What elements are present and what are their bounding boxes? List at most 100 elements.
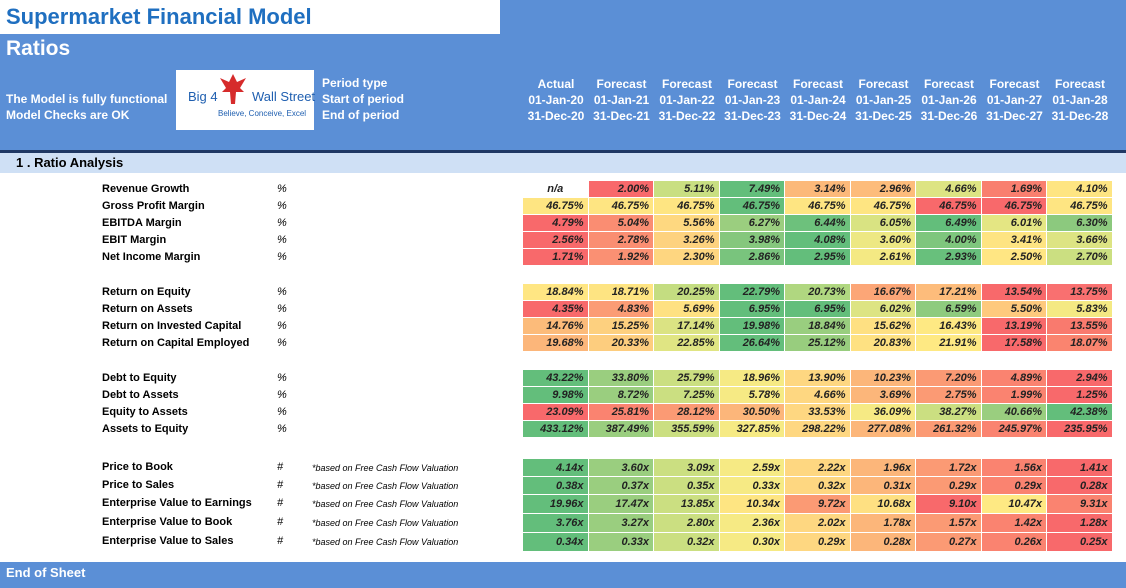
table-cell[interactable]: 245.97% xyxy=(981,421,1047,438)
table-cell[interactable]: 17.21% xyxy=(916,284,982,301)
table-cell[interactable]: 4.35% xyxy=(523,301,589,318)
table-cell[interactable]: 2.93% xyxy=(916,249,982,266)
table-cell[interactable]: 15.25% xyxy=(588,318,654,335)
table-cell[interactable]: 9.10x xyxy=(916,495,982,514)
table-cell[interactable]: 0.33x xyxy=(588,533,654,552)
table-cell[interactable]: 22.79% xyxy=(719,284,785,301)
table-cell[interactable]: 2.56% xyxy=(523,232,589,249)
table-cell[interactable]: 2.36x xyxy=(719,514,785,533)
table-cell[interactable]: 298.22% xyxy=(785,421,851,438)
table-cell[interactable]: 355.59% xyxy=(654,421,720,438)
table-cell[interactable]: 46.75% xyxy=(981,198,1047,215)
table-cell[interactable]: 33.80% xyxy=(588,370,654,387)
table-cell[interactable]: 23.09% xyxy=(523,404,589,421)
table-cell[interactable]: 10.47x xyxy=(981,495,1047,514)
table-cell[interactable]: 17.47x xyxy=(588,495,654,514)
table-cell[interactable]: 2.78% xyxy=(588,232,654,249)
table-cell[interactable]: 3.09x xyxy=(654,459,720,477)
table-cell[interactable]: 16.43% xyxy=(916,318,982,335)
table-cell[interactable]: 0.32x xyxy=(785,477,851,495)
table-cell[interactable]: 4.10% xyxy=(1047,181,1113,198)
table-cell[interactable]: 1.57x xyxy=(916,514,982,533)
table-cell[interactable]: 3.41% xyxy=(981,232,1047,249)
table-cell[interactable]: 1.42x xyxy=(981,514,1047,533)
table-cell[interactable]: 0.29x xyxy=(785,533,851,552)
table-cell[interactable]: 6.95% xyxy=(719,301,785,318)
table-cell[interactable]: 1.69% xyxy=(981,181,1047,198)
table-cell[interactable]: 18.96% xyxy=(719,370,785,387)
table-cell[interactable]: 20.33% xyxy=(588,335,654,352)
table-cell[interactable]: 6.27% xyxy=(719,215,785,232)
table-cell[interactable]: 2.30% xyxy=(654,249,720,266)
table-cell[interactable]: 0.30x xyxy=(719,533,785,552)
table-cell[interactable]: 46.75% xyxy=(1047,198,1113,215)
table-cell[interactable]: 8.72% xyxy=(588,387,654,404)
table-cell[interactable]: 6.49% xyxy=(916,215,982,232)
table-cell[interactable]: 0.35x xyxy=(654,477,720,495)
table-cell[interactable]: 1.28x xyxy=(1047,514,1113,533)
table-cell[interactable]: 2.00% xyxy=(588,181,654,198)
table-cell[interactable]: 10.34x xyxy=(719,495,785,514)
table-cell[interactable]: 7.20% xyxy=(916,370,982,387)
table-cell[interactable]: 13.55% xyxy=(1047,318,1113,335)
table-cell[interactable]: 19.68% xyxy=(523,335,589,352)
table-cell[interactable]: 4.66% xyxy=(785,387,851,404)
table-cell[interactable]: 18.84% xyxy=(785,318,851,335)
table-cell[interactable]: 4.89% xyxy=(981,370,1047,387)
table-cell[interactable]: 19.98% xyxy=(719,318,785,335)
table-cell[interactable]: 0.28x xyxy=(850,533,916,552)
table-cell[interactable]: 46.75% xyxy=(785,198,851,215)
table-cell[interactable]: 28.12% xyxy=(654,404,720,421)
table-cell[interactable]: 13.19% xyxy=(981,318,1047,335)
table-cell[interactable]: 3.14% xyxy=(785,181,851,198)
table-cell[interactable]: 0.37x xyxy=(588,477,654,495)
table-cell[interactable]: 13.54% xyxy=(981,284,1047,301)
table-cell[interactable]: 0.28x xyxy=(1047,477,1113,495)
table-cell[interactable]: 6.95% xyxy=(785,301,851,318)
table-cell[interactable]: 46.75% xyxy=(850,198,916,215)
table-cell[interactable]: 14.76% xyxy=(523,318,589,335)
table-cell[interactable]: 6.59% xyxy=(916,301,982,318)
table-cell[interactable]: 5.83% xyxy=(1047,301,1113,318)
table-cell[interactable]: 9.31x xyxy=(1047,495,1113,514)
table-cell[interactable]: 13.75% xyxy=(1047,284,1113,301)
table-cell[interactable]: 5.04% xyxy=(588,215,654,232)
table-cell[interactable]: 2.86% xyxy=(719,249,785,266)
table-cell[interactable]: 20.73% xyxy=(785,284,851,301)
table-cell[interactable]: 46.75% xyxy=(523,198,589,215)
table-cell[interactable]: 3.60x xyxy=(588,459,654,477)
table-cell[interactable]: 20.25% xyxy=(654,284,720,301)
table-cell[interactable]: 0.34x xyxy=(523,533,589,552)
table-cell[interactable]: 6.02% xyxy=(850,301,916,318)
table-cell[interactable]: 2.02x xyxy=(785,514,851,533)
table-cell[interactable]: 40.66% xyxy=(981,404,1047,421)
table-cell[interactable]: 0.33x xyxy=(719,477,785,495)
table-cell[interactable]: 2.75% xyxy=(916,387,982,404)
table-cell[interactable]: 18.84% xyxy=(523,284,589,301)
table-cell[interactable]: 2.95% xyxy=(785,249,851,266)
table-cell[interactable]: 433.12% xyxy=(523,421,589,438)
table-cell[interactable]: 3.60% xyxy=(850,232,916,249)
table-cell[interactable]: 4.14x xyxy=(523,459,589,477)
table-cell[interactable]: 4.83% xyxy=(588,301,654,318)
table-cell[interactable]: 38.27% xyxy=(916,404,982,421)
table-cell[interactable]: 3.76x xyxy=(523,514,589,533)
table-cell[interactable]: 1.41x xyxy=(1047,459,1113,477)
table-cell[interactable]: 7.49% xyxy=(719,181,785,198)
table-cell[interactable]: 5.50% xyxy=(981,301,1047,318)
table-cell[interactable]: 10.68x xyxy=(850,495,916,514)
table-cell[interactable]: 1.92% xyxy=(588,249,654,266)
table-cell[interactable]: 5.11% xyxy=(654,181,720,198)
table-cell[interactable]: 3.98% xyxy=(719,232,785,249)
table-cell[interactable]: 25.81% xyxy=(588,404,654,421)
table-cell[interactable]: 9.72x xyxy=(785,495,851,514)
table-cell[interactable]: 277.08% xyxy=(850,421,916,438)
table-cell[interactable]: 46.75% xyxy=(588,198,654,215)
table-cell[interactable]: 7.25% xyxy=(654,387,720,404)
table-cell[interactable]: 0.29x xyxy=(916,477,982,495)
table-cell[interactable]: 3.27x xyxy=(588,514,654,533)
table-cell[interactable]: 2.59x xyxy=(719,459,785,477)
table-cell[interactable]: 2.94% xyxy=(1047,370,1113,387)
table-cell[interactable]: 4.79% xyxy=(523,215,589,232)
table-cell[interactable]: 5.78% xyxy=(719,387,785,404)
